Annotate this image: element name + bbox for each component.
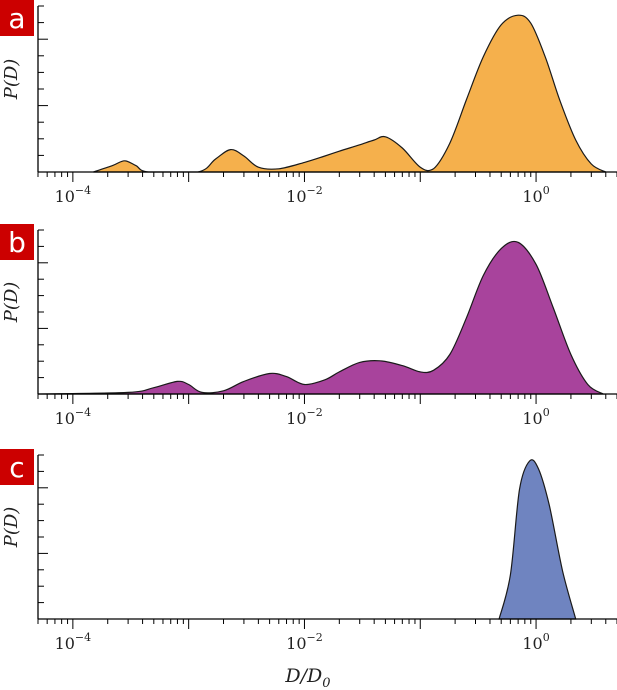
panel-letter: a: [8, 2, 25, 35]
panel-c: 10−4 10−2 100 P(D) c: [0, 449, 617, 653]
x-tick-label: 10−2: [286, 184, 323, 206]
y-axis-label: P(D): [1, 282, 22, 324]
x-tick-label: 100: [522, 406, 549, 428]
x-axis-label: D/D0: [284, 665, 330, 690]
distribution-area: [37, 240, 606, 395]
x-tick-label: 10−4: [55, 184, 92, 206]
panel-a: 10−4 10−2 100 P(D) a: [0, 0, 617, 206]
panel-b: 10−4 100 10−2 P(D) b: [0, 224, 617, 428]
x-tick-label: 100: [522, 631, 549, 653]
x-tick-label: 100: [522, 184, 549, 206]
panel-letter: c: [9, 451, 24, 484]
panel-badge: [0, 0, 34, 36]
y-axis-label: P(D): [1, 59, 22, 101]
x-tick-label: 10−4: [55, 631, 92, 653]
panel-badge: [0, 449, 34, 485]
x-tick-label: 10−4: [55, 406, 92, 428]
y-axis-label: P(D): [1, 507, 22, 549]
panel-letter: b: [8, 226, 26, 259]
panel-badge: [0, 224, 34, 260]
x-tick-label: 10−2: [286, 631, 323, 653]
x-tick-label: 10−2: [286, 406, 323, 428]
distribution-area: [93, 14, 607, 173]
distribution-area: [498, 459, 577, 620]
